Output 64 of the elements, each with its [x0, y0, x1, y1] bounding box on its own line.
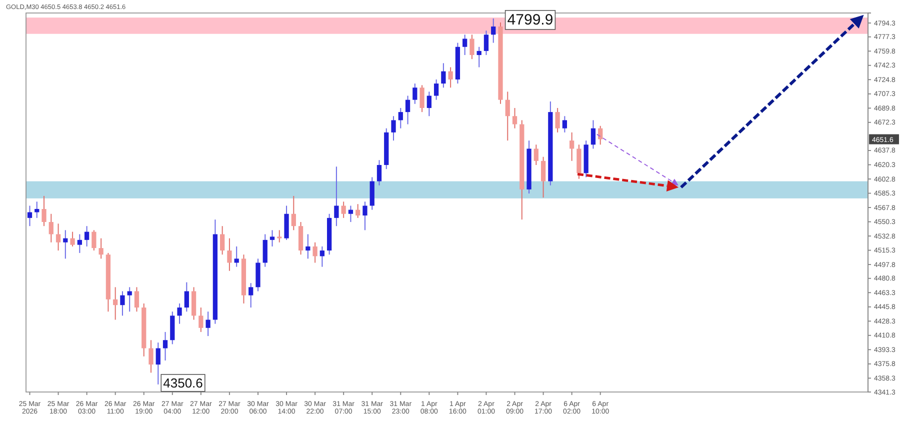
candlestick — [113, 286, 118, 320]
candlestick — [184, 282, 189, 312]
candlestick — [434, 78, 439, 100]
candlestick — [362, 201, 368, 231]
candlestick — [248, 282, 254, 308]
candlestick — [306, 234, 310, 260]
candlestick — [42, 195, 46, 227]
candlestick — [70, 231, 75, 247]
candlestick — [312, 242, 318, 264]
candlestick — [77, 234, 82, 254]
candlestick — [476, 46, 482, 68]
candlestick — [177, 302, 182, 324]
candlestick — [356, 204, 360, 218]
candlestick — [162, 331, 168, 361]
annotation: 4799.9 — [507, 11, 554, 28]
candlestick — [206, 311, 210, 337]
candlestick — [148, 340, 154, 374]
candlestick — [426, 91, 432, 117]
candlestick — [420, 84, 424, 113]
candlestick — [484, 30, 489, 56]
candlestick — [540, 156, 546, 198]
candlestick — [398, 107, 403, 129]
candlestick — [441, 62, 446, 88]
candlestick — [63, 230, 68, 260]
candlestick — [320, 246, 324, 268]
candlestick — [34, 201, 40, 218]
candlestick — [134, 286, 140, 312]
candlestick — [98, 238, 104, 260]
candlestick — [291, 195, 296, 231]
candlestick — [570, 132, 574, 162]
candlestick — [590, 120, 596, 150]
candlestick — [512, 107, 518, 129]
candlestick — [27, 205, 32, 227]
candlestick — [156, 342, 160, 385]
candlestick — [376, 160, 382, 186]
candlestick — [405, 95, 410, 125]
candlestick — [198, 307, 204, 332]
candlestick — [84, 226, 90, 247]
candlestick — [341, 201, 346, 218]
candlestick — [505, 91, 510, 142]
candlestick — [348, 205, 354, 223]
candlestick — [48, 213, 54, 243]
candlestick — [277, 230, 282, 243]
candlestick — [491, 18, 496, 44]
candlestick — [234, 246, 239, 268]
candlestick — [534, 144, 538, 166]
candlestick — [227, 238, 232, 272]
candlestick — [562, 116, 568, 133]
candlestick — [598, 125, 603, 146]
candlestick — [555, 107, 560, 133]
candlestick — [470, 34, 474, 60]
candlestick — [56, 223, 61, 252]
candlestick — [92, 230, 96, 252]
candlestick — [334, 166, 339, 227]
candlestick — [262, 234, 268, 268]
annotation: 4350.6 — [163, 375, 203, 390]
candlestick — [391, 116, 396, 142]
candlestick — [270, 230, 275, 247]
candlestick — [462, 34, 468, 56]
candlestick — [448, 66, 453, 88]
candlestick — [120, 290, 125, 316]
candlestick — [412, 83, 418, 104]
candlestick — [127, 286, 132, 312]
candlestick — [220, 226, 225, 256]
